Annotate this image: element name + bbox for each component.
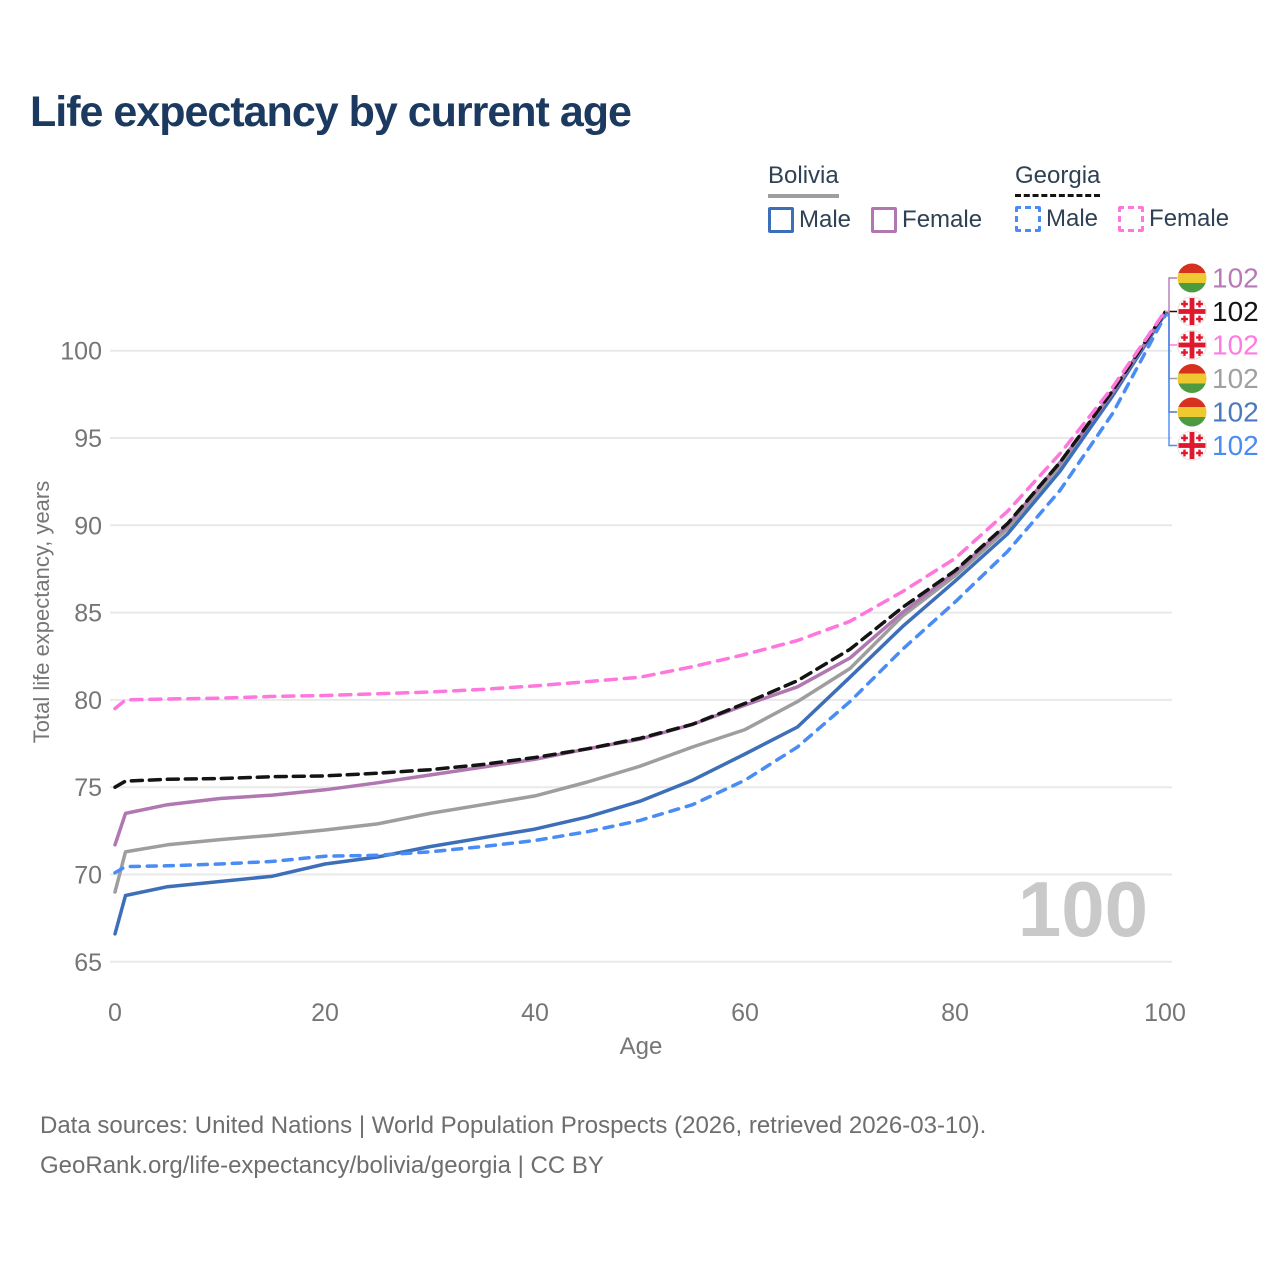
series-line-bolivia-male[interactable] — [113, 312, 1167, 936]
y-tick-label: 100 — [60, 338, 102, 366]
end-label-value: 102 — [1212, 397, 1259, 428]
end-label-leader — [1165, 313, 1177, 413]
x-tick-label: 60 — [731, 999, 759, 1027]
georgia-flag-icon — [1177, 430, 1207, 461]
y-tick-label: 90 — [74, 512, 102, 540]
bolivia-male-swatch-icon[interactable] — [768, 207, 794, 233]
georgia-flag-icon — [1177, 330, 1207, 360]
end-label-leader — [1165, 315, 1177, 447]
end-label-value: 102 — [1212, 296, 1259, 327]
x-axis-title: Age — [619, 1033, 663, 1060]
page-title: Life expectancy by current age — [30, 88, 632, 136]
georgia-flag-icon — [1177, 296, 1207, 327]
y-tick-label: 80 — [74, 687, 102, 715]
legend-group-georgia: Georgia Male Female — [1015, 162, 1229, 233]
series-line-georgia-total[interactable] — [113, 310, 1167, 789]
georgia-male-swatch-icon[interactable] — [1015, 206, 1041, 232]
end-label-value: 102 — [1212, 263, 1259, 294]
bolivia-female-swatch-icon[interactable] — [871, 207, 898, 233]
x-tick-label: 100 — [1144, 999, 1186, 1027]
attribution-line: GeoRank.org/life-expectancy/bolivia/geor… — [40, 1152, 604, 1179]
bolivia-flag-icon — [1177, 397, 1207, 427]
y-axis-title: Total life expectancy, years — [29, 480, 54, 744]
end-label-leader — [1165, 277, 1177, 313]
end-label-value: 102 — [1212, 430, 1259, 461]
end-label-value: 102 — [1212, 330, 1259, 361]
legend-group-bolivia: Bolivia Male Female — [768, 162, 982, 234]
bolivia-flag-icon — [1177, 263, 1207, 293]
x-tick-label: 80 — [941, 999, 969, 1027]
legend-item-bolivia-female[interactable]: Female — [871, 206, 982, 234]
legend-header-bolivia: Bolivia — [768, 162, 839, 198]
y-tick-label: 75 — [74, 774, 102, 802]
series-line-bolivia-total[interactable] — [113, 311, 1167, 894]
x-tick-label: 20 — [311, 999, 339, 1027]
legend-label[interactable]: Male — [1046, 205, 1099, 232]
legend-header-georgia: Georgia — [1015, 162, 1101, 197]
legend-label[interactable]: Female — [1149, 205, 1230, 232]
hovered-age-indicator: 100 — [1017, 865, 1148, 953]
footer: Data sources: United Nations | World Pop… — [40, 1106, 986, 1186]
end-label-value: 102 — [1212, 363, 1259, 394]
y-tick-label: 85 — [74, 600, 102, 628]
x-tick-label: 0 — [108, 999, 122, 1027]
data-source-line: Data sources: United Nations | World Pop… — [40, 1112, 987, 1139]
bolivia-flag-icon — [1177, 364, 1207, 393]
legend-item-georgia-male[interactable]: Male — [1015, 205, 1098, 233]
series-line-georgia-female[interactable] — [113, 309, 1167, 711]
legend-item-bolivia-male[interactable]: Male — [768, 206, 851, 234]
series-line-georgia-male[interactable] — [113, 314, 1167, 875]
legend-item-georgia-female[interactable]: Female — [1118, 205, 1229, 233]
y-tick-label: 70 — [74, 862, 102, 890]
x-tick-label: 40 — [521, 999, 549, 1027]
legend-label[interactable]: Female — [902, 206, 983, 233]
y-tick-label: 65 — [74, 949, 102, 977]
y-tick-label: 95 — [74, 425, 102, 453]
legend-label[interactable]: Male — [799, 206, 852, 233]
georgia-female-swatch-icon[interactable] — [1118, 206, 1145, 232]
end-label-leader — [1165, 312, 1177, 380]
